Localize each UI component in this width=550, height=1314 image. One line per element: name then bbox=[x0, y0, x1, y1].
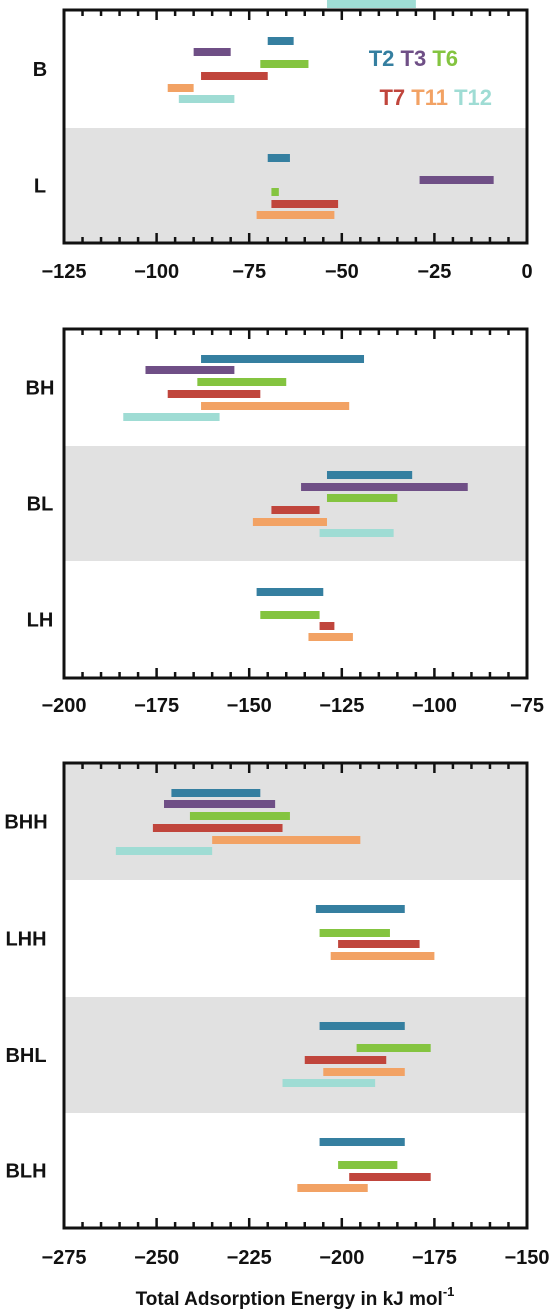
bar-lhh-t7 bbox=[338, 940, 420, 948]
x-axis-title: Total Adsorption Energy in kJ mol-1 bbox=[136, 1284, 455, 1310]
tick-label: 0 bbox=[521, 261, 532, 283]
bar-bh-t7 bbox=[167, 390, 261, 398]
bar-bl-t6 bbox=[326, 494, 398, 502]
bar-bhl-t7 bbox=[304, 1056, 387, 1064]
tick-label: −50 bbox=[325, 261, 359, 283]
bar-b-t11 bbox=[167, 84, 194, 92]
plot-frame bbox=[62, 327, 529, 680]
bar-lh-t6 bbox=[260, 611, 320, 619]
legend-entry-t2: T2 bbox=[369, 46, 395, 71]
bar-bhh-t11 bbox=[212, 836, 361, 844]
bar-l-t6 bbox=[271, 188, 279, 196]
panel-2: BH BL LH −200 −175 −150 −125 −100 −75 bbox=[26, 327, 544, 717]
tick-label: −175 bbox=[412, 1247, 457, 1269]
legend-row-1: T2 T3 T6 bbox=[369, 46, 458, 71]
bar-bhl-t2 bbox=[319, 1022, 405, 1030]
legend-entry-t6: T6 bbox=[426, 46, 458, 71]
bar-bh-t2 bbox=[201, 355, 365, 363]
plot-frame bbox=[62, 761, 529, 1230]
tick-label: −200 bbox=[319, 1247, 364, 1269]
legend-entry-t11: T11 bbox=[405, 85, 448, 110]
tick-label: −75 bbox=[232, 261, 266, 283]
tick-label: −250 bbox=[134, 1247, 179, 1269]
category-label-bh: BH bbox=[26, 378, 55, 400]
bar-lhh-t11 bbox=[330, 952, 435, 960]
legend-entry-t7: T7 bbox=[379, 85, 405, 110]
category-label-bl: BL bbox=[27, 494, 54, 516]
tick-label: −200 bbox=[41, 695, 86, 717]
legend-entry-t12: T12 bbox=[448, 85, 492, 110]
bar-l-t7 bbox=[271, 200, 339, 208]
category-label-bhl: BHL bbox=[5, 1045, 46, 1067]
category-label-bhh: BHH bbox=[4, 812, 47, 834]
bar-lh-t7 bbox=[319, 622, 335, 630]
band-bl bbox=[64, 446, 527, 561]
bar-bhl-t6 bbox=[356, 1044, 431, 1052]
bar-blh-t6 bbox=[338, 1161, 398, 1169]
tick-label: −100 bbox=[412, 695, 457, 717]
bar-bhh-t3 bbox=[164, 800, 276, 808]
bar-b-t12 bbox=[178, 95, 235, 103]
tick-label: −25 bbox=[417, 261, 451, 283]
bar-blh-t11 bbox=[297, 1184, 368, 1192]
bar-l-t11 bbox=[256, 211, 335, 219]
tick-label: −225 bbox=[227, 1247, 272, 1269]
panel-3: BHH LHH BHL BLH −275 −250 −225 −200 −175 −150 bbox=[4, 761, 550, 1269]
bar-b-t7 bbox=[201, 72, 268, 80]
bar-bh-t3 bbox=[145, 366, 235, 374]
legend: T2 T3 T6 T7 T11 T12 bbox=[369, 46, 492, 110]
bar-bhh-t7 bbox=[152, 824, 283, 832]
bar-bl-t3 bbox=[301, 483, 468, 491]
bar-bhh-t12 bbox=[115, 847, 213, 855]
bar-bhl-t11 bbox=[323, 1068, 405, 1076]
bar-blh-t2 bbox=[319, 1138, 405, 1146]
category-label-lh: LH bbox=[27, 610, 54, 632]
bar-lh-t2 bbox=[256, 588, 324, 596]
bar-bl-t11 bbox=[252, 518, 327, 526]
tick-label: −100 bbox=[134, 261, 179, 283]
plot-frame bbox=[62, 8, 529, 245]
bar-bl-t12 bbox=[319, 529, 394, 537]
bar-bh-t6 bbox=[197, 378, 287, 386]
bar-l-t3 bbox=[419, 176, 494, 184]
bar-l-t12 bbox=[326, 0, 416, 8]
tick-label: −75 bbox=[510, 695, 544, 717]
tick-label: −275 bbox=[41, 1247, 86, 1269]
bar-bhh-t2 bbox=[171, 789, 261, 797]
tick-label: −175 bbox=[134, 695, 179, 717]
bar-lhh-t6 bbox=[319, 929, 390, 937]
bar-bh-t12 bbox=[123, 413, 220, 421]
bar-bhl-t12 bbox=[282, 1079, 376, 1087]
category-label-blh: BLH bbox=[5, 1161, 46, 1183]
bar-b-t6 bbox=[260, 60, 309, 68]
bar-b-t3 bbox=[193, 48, 231, 56]
panel-1: B L −125 −100 −75 −50 −25 0 bbox=[33, 0, 533, 283]
tick-label: −125 bbox=[319, 695, 364, 717]
tick-label: −150 bbox=[504, 1247, 549, 1269]
legend-entry-t3: T3 bbox=[394, 46, 426, 71]
bar-b-t2 bbox=[267, 37, 294, 45]
category-label-l: L bbox=[34, 176, 46, 198]
bar-bh-t11 bbox=[201, 402, 350, 410]
bar-blh-t7 bbox=[349, 1173, 431, 1181]
category-label-lhh: LHH bbox=[5, 929, 46, 951]
bar-bhh-t6 bbox=[189, 812, 290, 820]
band-l bbox=[64, 128, 527, 243]
bar-bl-t7 bbox=[271, 506, 320, 514]
bar-lh-t11 bbox=[308, 633, 353, 641]
legend-row-2: T7 T11 T12 bbox=[379, 85, 492, 110]
tick-label: −150 bbox=[227, 695, 272, 717]
band-bhh bbox=[64, 763, 527, 880]
bar-l-t2 bbox=[267, 154, 290, 162]
bar-lhh-t2 bbox=[315, 905, 405, 913]
category-label-b: B bbox=[33, 59, 47, 81]
band-bhl bbox=[64, 997, 527, 1113]
bar-bl-t2 bbox=[326, 471, 413, 479]
tick-label: −125 bbox=[41, 261, 86, 283]
